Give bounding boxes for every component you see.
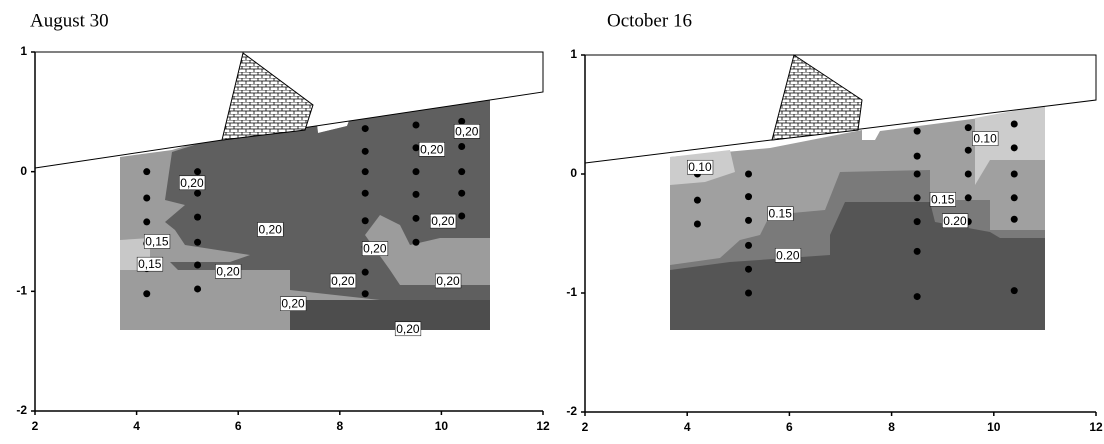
- y-tick-label: 1: [20, 44, 27, 58]
- point: [362, 125, 369, 132]
- point: [745, 290, 752, 297]
- point: [362, 217, 369, 224]
- point: [1011, 194, 1018, 201]
- x-tick-label: 10: [987, 420, 1001, 434]
- point: [458, 143, 465, 150]
- point: [362, 168, 369, 175]
- point: [694, 197, 701, 204]
- point: [194, 239, 201, 246]
- point: [362, 290, 369, 297]
- point: [458, 212, 465, 219]
- point: [413, 239, 420, 246]
- point: [194, 168, 201, 175]
- contour-label: 0,20: [180, 176, 204, 190]
- y-tick-label: -1: [16, 284, 27, 298]
- point: [965, 124, 972, 131]
- x-tick-label: 12: [536, 419, 550, 433]
- chart-title: October 16: [607, 10, 692, 31]
- contour-label: 0,20: [363, 242, 387, 256]
- point: [1011, 216, 1018, 223]
- point: [914, 171, 921, 178]
- x-tick-label: 4: [133, 419, 140, 433]
- x-tick-label: 2: [582, 420, 589, 434]
- point: [194, 214, 201, 221]
- contour-label: 0.10: [973, 132, 997, 146]
- point: [745, 242, 752, 249]
- y-tick-label: -2: [16, 403, 27, 417]
- y-tick-label: -2: [566, 404, 577, 418]
- contour-label: 0,15: [138, 257, 162, 271]
- contour-label: 0,20: [281, 297, 305, 311]
- contour-label: 0,20: [259, 222, 283, 236]
- contour-label: 0.10: [688, 160, 712, 174]
- contour-label: 0.15: [769, 207, 793, 221]
- y-tick-label: 0: [570, 166, 577, 180]
- point: [413, 191, 420, 198]
- point: [965, 194, 972, 201]
- point: [1011, 287, 1018, 294]
- point: [194, 190, 201, 197]
- left-shading: [35, 52, 543, 330]
- point: [194, 285, 201, 292]
- point: [914, 153, 921, 160]
- y-tick-label: -1: [566, 285, 577, 299]
- point: [362, 148, 369, 155]
- point: [914, 194, 921, 201]
- page: {"chart_data":[ {"type":"scatter","title…: [0, 0, 1104, 444]
- point: [413, 144, 420, 151]
- point: [143, 218, 150, 225]
- contour-label: 0.20: [776, 248, 800, 262]
- point: [362, 190, 369, 197]
- point: [965, 147, 972, 154]
- x-tick-label: 2: [32, 419, 39, 433]
- contour-label: 0.15: [931, 192, 955, 206]
- point: [362, 269, 369, 276]
- x-tick-label: 10: [435, 419, 449, 433]
- x-tick-label: 4: [684, 420, 691, 434]
- point: [143, 168, 150, 175]
- point: [413, 215, 420, 222]
- point: [1011, 171, 1018, 178]
- point: [694, 220, 701, 227]
- contour-label: 0,20: [436, 274, 460, 288]
- point: [143, 194, 150, 201]
- figure: August 30-2-101246810120,200,200,200,150…: [0, 0, 1104, 439]
- point: [458, 168, 465, 175]
- y-tick-label: 0: [20, 164, 27, 178]
- x-tick-label: 12: [1089, 420, 1103, 434]
- x-tick-label: 6: [235, 419, 242, 433]
- point: [413, 121, 420, 128]
- x-tick-label: 8: [888, 420, 895, 434]
- chart-title: August 30: [30, 10, 109, 31]
- point: [413, 168, 420, 175]
- region: [290, 300, 490, 330]
- x-tick-label: 8: [336, 419, 343, 433]
- point: [745, 171, 752, 178]
- right-shading: [585, 55, 1096, 330]
- contour-label: 0,15: [145, 234, 169, 248]
- contour-label: 0.20: [943, 214, 967, 228]
- point: [143, 290, 150, 297]
- contour-label: 0,20: [455, 124, 479, 138]
- point: [745, 217, 752, 224]
- point: [1011, 121, 1018, 128]
- point: [745, 193, 752, 200]
- x-tick-label: 6: [786, 420, 793, 434]
- contour-label: 0,20: [396, 322, 420, 336]
- contour-label: 0,20: [216, 264, 240, 278]
- y-tick-label: 1: [570, 47, 577, 61]
- point: [914, 218, 921, 225]
- point: [1011, 144, 1018, 151]
- point: [914, 293, 921, 300]
- contour-label: 0,20: [431, 214, 455, 228]
- point: [458, 190, 465, 197]
- point: [194, 262, 201, 269]
- point: [965, 171, 972, 178]
- contour-label: 0,20: [420, 142, 444, 156]
- contour-label: 0,20: [331, 274, 355, 288]
- point: [745, 266, 752, 273]
- point: [914, 128, 921, 135]
- point: [914, 248, 921, 255]
